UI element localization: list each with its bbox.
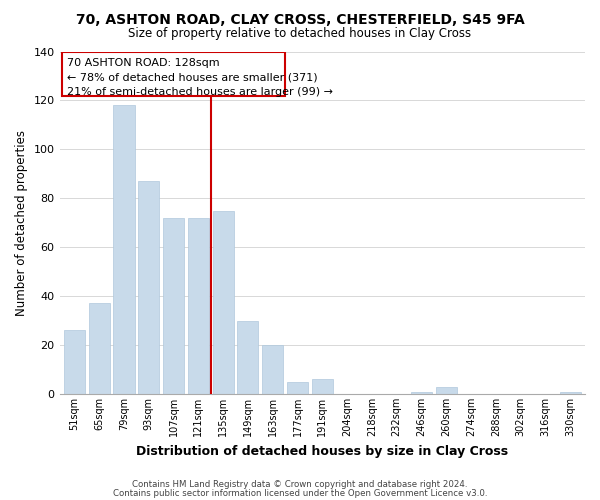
Text: Contains HM Land Registry data © Crown copyright and database right 2024.: Contains HM Land Registry data © Crown c… — [132, 480, 468, 489]
Text: Size of property relative to detached houses in Clay Cross: Size of property relative to detached ho… — [128, 28, 472, 40]
Bar — [238, 320, 259, 394]
Bar — [188, 218, 209, 394]
Y-axis label: Number of detached properties: Number of detached properties — [15, 130, 28, 316]
Text: ← 78% of detached houses are smaller (371): ← 78% of detached houses are smaller (37… — [67, 72, 317, 83]
Bar — [436, 386, 457, 394]
Bar — [560, 392, 581, 394]
Bar — [262, 345, 283, 394]
Bar — [89, 304, 110, 394]
Text: 70, ASHTON ROAD, CLAY CROSS, CHESTERFIELD, S45 9FA: 70, ASHTON ROAD, CLAY CROSS, CHESTERFIEL… — [76, 12, 524, 26]
Text: 21% of semi-detached houses are larger (99) →: 21% of semi-detached houses are larger (… — [67, 87, 333, 97]
Bar — [138, 181, 160, 394]
X-axis label: Distribution of detached houses by size in Clay Cross: Distribution of detached houses by size … — [136, 444, 508, 458]
FancyBboxPatch shape — [62, 52, 285, 96]
Bar — [113, 106, 134, 394]
Bar — [64, 330, 85, 394]
Bar — [212, 210, 233, 394]
Bar — [312, 380, 333, 394]
Bar — [411, 392, 432, 394]
Bar — [163, 218, 184, 394]
Text: Contains public sector information licensed under the Open Government Licence v3: Contains public sector information licen… — [113, 489, 487, 498]
Text: 70 ASHTON ROAD: 128sqm: 70 ASHTON ROAD: 128sqm — [67, 58, 220, 68]
Bar — [287, 382, 308, 394]
